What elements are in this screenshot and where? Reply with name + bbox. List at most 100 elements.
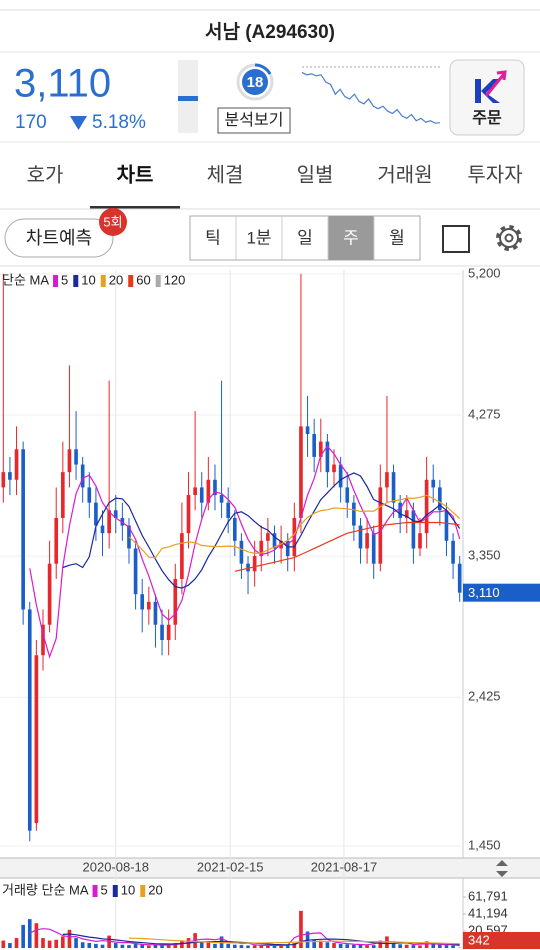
last-price-tag (463, 583, 540, 602)
volume-bar (338, 943, 343, 948)
stock-title: 서남 (A294630) (205, 21, 335, 43)
volume-bar (411, 945, 416, 948)
candle-body (100, 525, 105, 534)
candle-body (338, 464, 343, 488)
logo-arrow (484, 70, 507, 97)
volume-bar (120, 944, 125, 948)
tab[interactable]: 차트 (117, 163, 154, 186)
volume-bar (8, 943, 12, 948)
volume-bar (226, 943, 231, 948)
tab[interactable]: 일별 (297, 163, 334, 186)
period-option[interactable]: 1분 (246, 228, 271, 247)
candle-body (140, 594, 145, 610)
volume-bar (14, 938, 19, 948)
predict-badge-label: 5회 (103, 214, 122, 229)
volume-bar (54, 939, 59, 948)
candle-body (133, 548, 138, 595)
candle-body (219, 495, 224, 503)
period-option[interactable]: 틱 (205, 228, 221, 247)
period-option[interactable]: 일 (297, 228, 313, 247)
price-chart: 5,200 4,275 3,350 2,425 1,450 2020-08-18 2021-… (0, 265, 540, 950)
candle-body (252, 556, 257, 572)
gear-teeth[interactable] (496, 225, 522, 251)
candle-body (147, 601, 151, 610)
predict-label[interactable]: 차트예측 (26, 228, 92, 248)
legend-entry: 5 (101, 882, 108, 897)
candle-body (1, 472, 6, 488)
y-tick-label: 2,425 (468, 689, 501, 704)
candle-body (398, 502, 402, 518)
predict-badge (99, 208, 127, 236)
candle-body (292, 517, 297, 557)
badge-arc (254, 63, 272, 75)
legend-entry: 60 (136, 272, 150, 287)
volume-bar (213, 943, 217, 948)
candle-body (8, 472, 12, 480)
candle-body (385, 472, 389, 488)
candle-body (67, 449, 72, 473)
predict-button[interactable] (4, 218, 114, 258)
volume-bar (206, 942, 211, 948)
order-button-label[interactable]: 주문 (472, 109, 502, 127)
tab[interactable]: 거래원 (377, 163, 432, 186)
period-option[interactable]: 주 (343, 228, 359, 247)
volume-bar (299, 910, 303, 948)
volume-bar (312, 939, 316, 948)
candle-body (74, 449, 78, 465)
candle-body (431, 479, 436, 488)
candle-body (166, 624, 171, 640)
x-tick-label: 2021-02-15 (197, 859, 264, 874)
volume-bar (199, 941, 204, 948)
tab[interactable]: 체결 (207, 163, 244, 186)
tab-underline (90, 206, 180, 209)
y-tick-label: 3,350 (468, 548, 501, 563)
candle-body (21, 449, 25, 610)
volume-bar (232, 944, 237, 948)
candle-body (418, 533, 422, 549)
candle-body (206, 479, 211, 503)
candle-body (173, 578, 178, 625)
legend-swatch (53, 275, 59, 287)
volume-bar (67, 929, 72, 948)
resize-handle[interactable] (496, 860, 508, 877)
y-tick-label: 1,450 (468, 837, 501, 852)
x-tick-label: 2021-08-17 (311, 859, 378, 874)
gear-body[interactable] (499, 228, 519, 248)
candle-body (444, 510, 449, 541)
candle-body (411, 510, 416, 549)
candle-body (299, 426, 303, 518)
y-tick-label: 5,200 (468, 265, 501, 280)
mini-line (301, 71, 441, 124)
analysis-button[interactable] (217, 107, 291, 134)
candle-body (332, 464, 336, 473)
candle-body (213, 479, 217, 496)
tab[interactable]: 투자자 (467, 163, 522, 186)
volume-bar (398, 944, 402, 948)
tab[interactable]: 호가 (27, 163, 64, 186)
volume-bar (438, 944, 442, 948)
analysis-button-label[interactable]: 분석보기 (225, 111, 284, 129)
candle-body (232, 517, 237, 541)
legend-swatch (155, 275, 161, 287)
period-option[interactable]: 월 (389, 228, 405, 247)
ma-line (128, 494, 461, 559)
candle-body (424, 479, 429, 534)
period-active (328, 216, 374, 260)
gear-hole[interactable] (504, 233, 514, 243)
volume-bar (41, 938, 45, 948)
candle-body (127, 525, 131, 549)
volume-bar (285, 945, 290, 948)
price-change: 170 (15, 112, 47, 133)
volume-bar (34, 923, 39, 948)
volume-bar (153, 944, 158, 948)
candle-body (14, 449, 19, 480)
candle-body (186, 495, 191, 534)
last-price-label: 3,110 (468, 585, 500, 600)
volume-bar (133, 943, 138, 948)
volume-bar (27, 919, 32, 948)
checkbox[interactable] (442, 225, 470, 253)
candle-body (160, 624, 164, 640)
volume-bar (107, 935, 111, 948)
volume-bar (127, 945, 131, 948)
legend-entry: 20 (109, 272, 123, 287)
